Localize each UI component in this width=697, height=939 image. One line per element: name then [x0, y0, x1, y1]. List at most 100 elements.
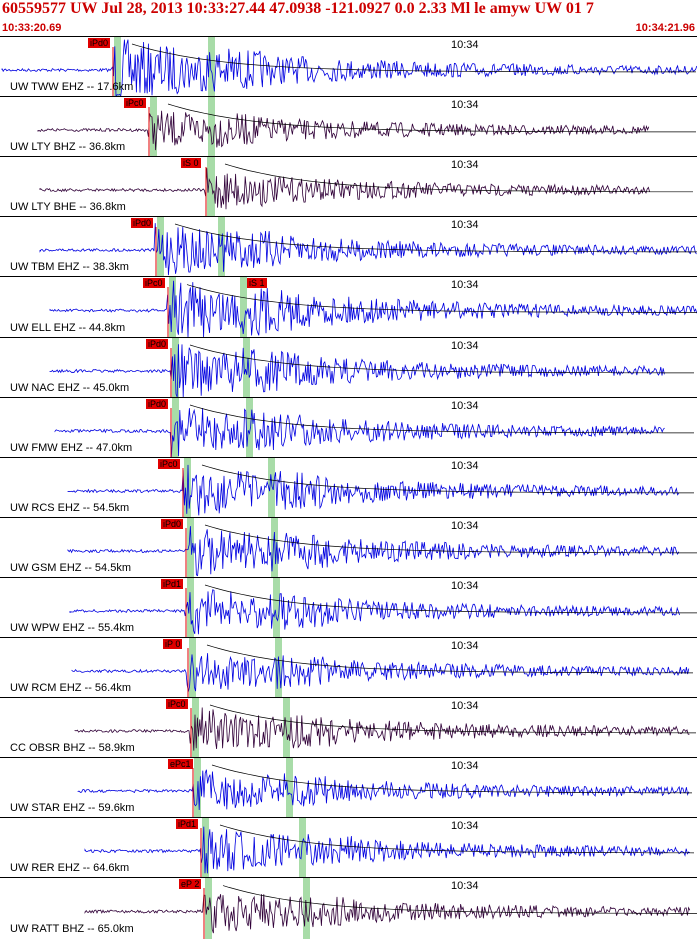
- phase-pick-label[interactable]: eP 2: [179, 879, 202, 889]
- coda-curve: [189, 404, 694, 434]
- phase-pick-label[interactable]: iPc0: [143, 278, 165, 288]
- s-arrival-band: [208, 97, 215, 157]
- station-label: UW LTY BHE -- 36.8km: [10, 201, 126, 213]
- time-tick-label: 10:34: [451, 820, 479, 832]
- waveform-line: [67, 464, 680, 516]
- waveform: [84, 818, 695, 878]
- trace-row: 10:34 iPd0 UW FMW EHZ -- 47.0km: [0, 397, 697, 458]
- p-arrival-band: [187, 518, 194, 578]
- s-arrival-band: [208, 37, 215, 97]
- trace-row: 10:34 iPc0 CC OBSR BHZ -- 58.9km: [0, 697, 697, 758]
- s-arrival-band: [275, 638, 282, 698]
- event-header: 60559577 UW Jul 28, 2013 10:33:27.44 47.…: [0, 0, 697, 36]
- end-time: 10:34:21.96: [635, 22, 695, 34]
- waveform: [69, 578, 697, 638]
- phase-pick-label[interactable]: iPd0: [131, 218, 154, 228]
- phase-pick-label[interactable]: iPd1: [176, 819, 199, 829]
- phase-pick-label[interactable]: iPc0: [124, 98, 146, 108]
- station-label: UW STAR EHZ -- 59.6km: [10, 802, 135, 814]
- trace-row: 10:34 iPc0 iS 1 UW ELL EHZ -- 44.8km: [0, 276, 697, 338]
- trace-row: 10:34 iPd0 UW GSM EHZ -- 54.5km: [0, 517, 697, 578]
- trace-row: 10:34 iPd0 UW NAC EHZ -- 45.0km: [0, 337, 697, 398]
- s-pick-label[interactable]: iS 1: [247, 278, 267, 288]
- trace-row: 10:34 iPd1 UW WPW EHZ -- 55.4km: [0, 577, 697, 638]
- coda-curve: [131, 43, 696, 73]
- waveform: [39, 157, 693, 217]
- waveform: [74, 698, 696, 758]
- s-arrival-band: [271, 518, 278, 578]
- waveform: [54, 398, 694, 458]
- waveform: [39, 217, 697, 277]
- station-label: UW FMW EHZ -- 47.0km: [10, 442, 133, 454]
- time-tick-label: 10:34: [451, 39, 479, 51]
- coda-curve: [211, 764, 692, 794]
- time-tick-label: 10:34: [451, 340, 479, 352]
- waveform-line: [84, 894, 691, 934]
- time-tick-label: 10:34: [451, 580, 479, 592]
- waveform-line: [69, 589, 680, 635]
- phase-pick-label[interactable]: ePc1: [168, 759, 193, 769]
- station-label: UW TWW EHZ -- 17.6km: [10, 81, 134, 93]
- event-title: 60559577 UW Jul 28, 2013 10:33:27.44 47.…: [2, 0, 594, 17]
- phase-pick-label[interactable]: iPd0: [88, 38, 111, 48]
- waveform: [84, 878, 697, 939]
- trace-row: 10:34 ePc1 UW STAR EHZ -- 59.6km: [0, 757, 697, 818]
- p-arrival-band: [202, 818, 209, 878]
- s-arrival-band: [273, 578, 280, 638]
- s-arrival-band: [246, 398, 253, 458]
- waveform: [49, 338, 694, 398]
- start-time: 10:33:20.69: [2, 22, 62, 34]
- p-arrival-band: [150, 97, 157, 157]
- time-tick-label: 10:34: [451, 760, 479, 772]
- coda-curve: [219, 824, 695, 854]
- station-label: UW GSM EHZ -- 54.5km: [10, 562, 132, 574]
- trace-row: 10:34 iPd1 UW RER EHZ -- 64.6km: [0, 817, 697, 878]
- station-label: UW RER EHZ -- 64.6km: [10, 862, 130, 874]
- coda-curve: [204, 584, 697, 614]
- s-arrival-band: [283, 698, 290, 758]
- phase-pick-label[interactable]: iPd0: [146, 399, 169, 409]
- p-arrival-band: [114, 37, 121, 97]
- phase-pick-label[interactable]: iP 0: [163, 639, 183, 649]
- coda-curve: [201, 464, 694, 494]
- time-tick-label: 10:34: [451, 520, 479, 532]
- time-tick-label: 10:34: [451, 880, 479, 892]
- station-label: UW RCM EHZ -- 56.4km: [10, 682, 131, 694]
- waveform-line: [1, 39, 697, 97]
- phase-pick-label[interactable]: iPc0: [166, 699, 188, 709]
- phase-pick-label[interactable]: iPd0: [146, 339, 169, 349]
- coda-curve: [186, 284, 697, 313]
- seismogram-panel: 10:34 iPd0 UW TWW EHZ -- 17.6km 10:34 iPc0 UW…: [0, 36, 697, 939]
- time-tick-label: 10:34: [451, 700, 479, 712]
- waveform-line: [39, 223, 697, 276]
- waveform-line: [49, 344, 665, 398]
- s-arrival-band: [240, 277, 247, 338]
- waveform-line: [39, 168, 650, 210]
- coda-curve: [209, 704, 696, 734]
- station-label: UW ELL EHZ -- 44.8km: [10, 322, 126, 334]
- p-arrival-band: [157, 217, 164, 277]
- waveform-line: [84, 826, 691, 874]
- trace-row: 10:34 iPd0 UW TWW EHZ -- 17.6km: [0, 36, 697, 97]
- waveform-line: [77, 769, 690, 811]
- p-arrival-band: [172, 398, 179, 458]
- coda-curve: [222, 885, 697, 914]
- phase-pick-label[interactable]: iPd1: [161, 579, 184, 589]
- phase-pick-label[interactable]: iS 0: [181, 158, 201, 168]
- station-label: UW TBM EHZ -- 38.3km: [10, 261, 129, 273]
- coda-curve: [174, 223, 697, 253]
- waveform: [71, 638, 693, 698]
- waveform: [1, 37, 697, 97]
- phase-pick-label[interactable]: iPd0: [161, 519, 184, 529]
- coda-curve: [224, 163, 693, 193]
- s-arrival-band: [218, 217, 225, 277]
- station-label: UW RATT BHZ -- 65.0km: [10, 923, 134, 935]
- station-label: CC OBSR BHZ -- 58.9km: [10, 742, 135, 754]
- coda-curve: [189, 344, 694, 374]
- time-tick-label: 10:34: [451, 460, 479, 472]
- waveform: [37, 97, 696, 157]
- coda-curve: [204, 524, 697, 554]
- waveform-line: [49, 280, 697, 338]
- trace-row: 10:34 iPc0 UW LTY BHZ -- 36.8km: [0, 96, 697, 157]
- phase-pick-label[interactable]: iPc0: [158, 459, 180, 469]
